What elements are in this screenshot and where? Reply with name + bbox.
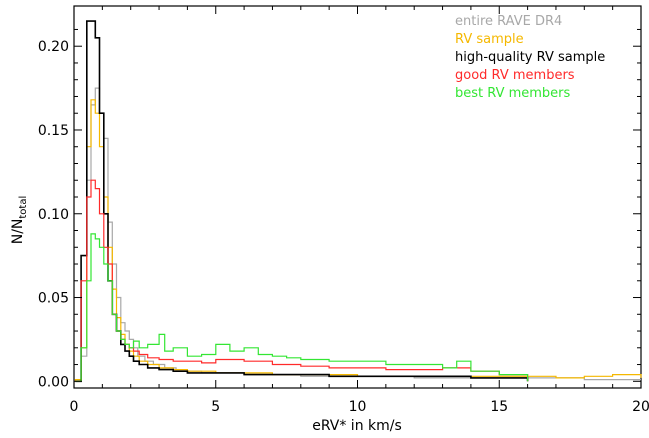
series-line-3: [75, 20, 529, 383]
y-tick-label: 0.10: [38, 207, 69, 223]
y-tick-label: 0.05: [38, 291, 69, 307]
series-layer: [74, 20, 642, 383]
y-axis-title-main: N/N: [10, 219, 26, 245]
legend: entire RAVE DR4 RV sample high-quality RV …: [455, 14, 605, 101]
svg-text:N/Ntotal: N/Ntotal: [10, 196, 29, 245]
y-axis-title: N/Ntotal: [10, 196, 29, 245]
legend-entry: good RV members: [455, 68, 575, 83]
y-tick-label: 0.00: [38, 374, 69, 390]
x-tick-label: 15: [490, 399, 508, 415]
y-tick-label: 0.15: [38, 123, 69, 139]
series-line-5: [75, 233, 529, 382]
series-line-2: [74, 99, 642, 382]
y-axis-title-sub: total: [18, 196, 29, 219]
x-tick-label: 0: [70, 399, 79, 415]
x-tick-label: 20: [632, 399, 649, 415]
legend-entry: RV sample: [455, 32, 524, 47]
y-tick-label: 0.20: [38, 39, 69, 55]
x-tick-label: 10: [349, 399, 367, 415]
series-line-1: [74, 87, 641, 382]
legend-entry: entire RAVE DR4: [455, 14, 562, 29]
legend-entry: high-quality RV sample: [455, 50, 605, 65]
series-line-4: [75, 179, 529, 382]
x-tick-label: 5: [211, 399, 220, 415]
x-axis-title: eRV* in km/s: [312, 418, 402, 434]
ticks-layer: 0 5 10 15 20 0.00 0.05 0.10 0.15 0.20: [38, 6, 649, 415]
legend-entry: best RV members: [455, 86, 571, 101]
